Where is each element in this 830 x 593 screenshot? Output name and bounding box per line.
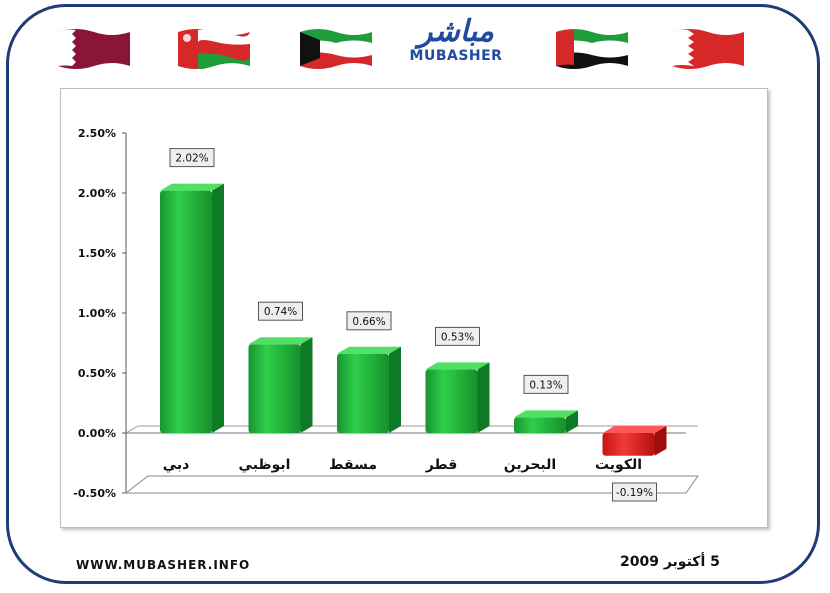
y-tick-label: 1.50% bbox=[78, 247, 116, 260]
date-label: 5 أكتوبر 2009 bbox=[620, 554, 720, 570]
bar-side bbox=[300, 337, 313, 433]
data-label-box bbox=[523, 374, 569, 394]
category-label: قطر bbox=[425, 457, 458, 473]
data-label: 2.02% bbox=[175, 153, 208, 165]
bar-side bbox=[654, 426, 667, 456]
data-label: 0.66% bbox=[352, 316, 385, 328]
bar-top bbox=[602, 426, 667, 433]
qatar-flag-icon bbox=[58, 29, 130, 69]
bar-side bbox=[212, 183, 224, 433]
floor-plane bbox=[124, 475, 699, 494]
y-tick-label: -0.50% bbox=[73, 487, 116, 500]
bar-top bbox=[160, 183, 224, 191]
logo-arabic: مباشر bbox=[418, 14, 495, 49]
data-label-box bbox=[258, 301, 303, 321]
header: مباشر MUBASHER bbox=[0, 0, 830, 90]
bahrain-flag-icon bbox=[672, 29, 744, 69]
data-label-box bbox=[169, 148, 215, 168]
mubasher-logo: مباشر MUBASHER bbox=[404, 16, 508, 76]
data-label: 0.74% bbox=[264, 306, 297, 318]
y-tick-label: 0.50% bbox=[78, 367, 116, 380]
bar-top bbox=[248, 337, 313, 345]
y-tick-label: 1.00% bbox=[78, 307, 116, 320]
uae-flag-icon bbox=[556, 29, 628, 69]
website-label: WWW.MUBASHER.INFO bbox=[76, 558, 251, 572]
y-tick-label: 2.00% bbox=[78, 187, 116, 200]
data-label: 0.53% bbox=[441, 331, 474, 343]
bar-side bbox=[477, 362, 490, 433]
bar bbox=[248, 344, 301, 433]
category-label: ابوظبي bbox=[239, 457, 291, 473]
category-label: مسقط bbox=[329, 457, 377, 473]
data-label-box bbox=[612, 482, 657, 502]
bar-side bbox=[566, 410, 578, 433]
category-label: البحرين bbox=[504, 457, 556, 473]
data-label-box bbox=[435, 326, 480, 346]
data-label-box bbox=[346, 311, 392, 331]
bar-top bbox=[425, 362, 490, 370]
category-label: الكويت bbox=[595, 457, 642, 473]
bar bbox=[160, 190, 212, 433]
bar-top bbox=[337, 346, 401, 354]
logo-english: MUBASHER bbox=[409, 48, 503, 64]
bar bbox=[425, 369, 478, 433]
data-label: 0.13% bbox=[529, 379, 562, 391]
y-tick-label: 0.00% bbox=[78, 427, 116, 440]
category-label: دبي bbox=[163, 457, 190, 473]
y-tick-label: 2.50% bbox=[78, 127, 116, 140]
bar bbox=[514, 417, 566, 433]
bar bbox=[602, 433, 655, 456]
bar-side bbox=[389, 346, 401, 433]
oman-flag-icon bbox=[178, 29, 250, 69]
bar bbox=[337, 353, 389, 433]
data-label: -0.19% bbox=[616, 487, 653, 499]
kuwait-flag-icon bbox=[300, 29, 372, 69]
bar-top bbox=[514, 410, 578, 418]
zero-depth-line bbox=[125, 425, 139, 434]
